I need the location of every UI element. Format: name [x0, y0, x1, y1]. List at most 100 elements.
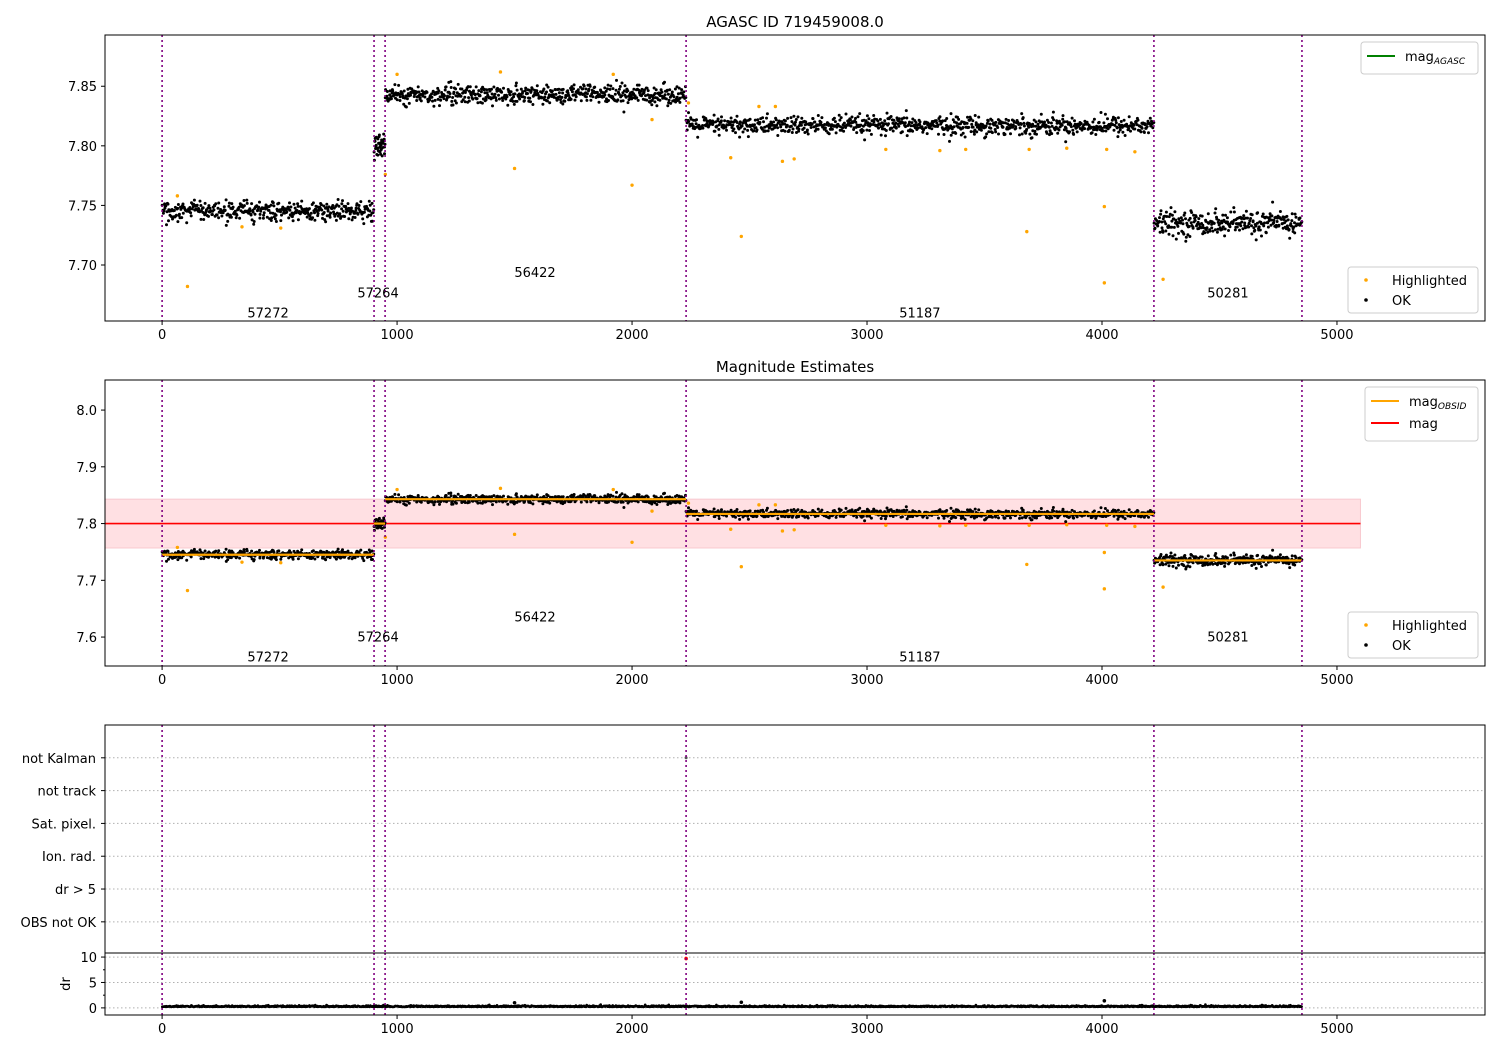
ok-point	[894, 121, 898, 125]
ok-point	[451, 103, 455, 107]
ok-point	[174, 213, 178, 217]
ok-point	[582, 84, 586, 88]
ok-point	[1281, 215, 1285, 219]
ok-point	[1200, 214, 1204, 218]
ok-point	[990, 131, 994, 135]
ok-point	[1181, 218, 1184, 222]
ok-point	[451, 502, 455, 506]
ok-point	[406, 92, 410, 96]
ok-point	[720, 508, 723, 512]
ok-point	[951, 515, 955, 519]
ok-point	[492, 85, 496, 89]
ok-point	[588, 84, 592, 88]
ok-point	[189, 211, 193, 215]
ok-point	[484, 98, 488, 102]
ok-point	[790, 120, 794, 124]
ok-point	[997, 516, 1000, 520]
highlighted-point	[1102, 550, 1107, 555]
ok-point	[374, 143, 378, 147]
ok-point	[370, 201, 374, 205]
ok-point	[897, 124, 901, 128]
ok-point	[643, 88, 646, 92]
ok-point	[973, 128, 977, 132]
ok-point	[1045, 118, 1049, 122]
ok-point	[1188, 565, 1192, 569]
ok-point	[1127, 508, 1131, 512]
ok-point	[467, 99, 471, 103]
y-tick-label: 8.0	[76, 404, 97, 419]
ok-point	[341, 199, 344, 203]
ok-point	[300, 199, 304, 203]
ok-point	[1112, 514, 1116, 518]
ok-point	[934, 119, 938, 123]
ok-point	[944, 126, 948, 130]
ok-point	[400, 92, 404, 96]
ok-point	[198, 199, 202, 203]
ok-point	[1025, 128, 1029, 131]
highlighted-point	[240, 560, 244, 564]
ok-point	[890, 126, 894, 130]
ok-point	[682, 90, 686, 94]
ok-point	[620, 94, 624, 98]
ok-point	[734, 515, 737, 519]
legend-marker	[1364, 298, 1368, 302]
ok-point	[327, 205, 331, 209]
ok-point	[349, 206, 353, 210]
ok-point	[203, 201, 207, 205]
x-tick-label: 0	[158, 673, 166, 688]
ok-point	[279, 210, 282, 214]
ok-point	[985, 132, 989, 136]
ok-point	[522, 99, 526, 103]
ok-point	[290, 215, 294, 219]
ok-point	[1164, 562, 1168, 566]
ok-point	[346, 202, 350, 206]
ok-point	[667, 98, 671, 102]
ok-point	[786, 509, 790, 512]
ok-point	[1083, 127, 1087, 131]
ok-point	[810, 122, 814, 126]
ok-point	[1250, 564, 1254, 567]
ok-point	[405, 97, 409, 101]
ok-point	[250, 549, 254, 553]
ok-point	[904, 505, 908, 509]
ok-point	[711, 121, 715, 125]
ok-point	[951, 131, 955, 135]
ok-point	[1293, 221, 1296, 225]
ok-point	[380, 154, 384, 158]
y-tick-label: 7.7	[76, 574, 97, 589]
ok-point	[1011, 123, 1015, 127]
ok-point	[557, 91, 561, 95]
ok-point	[735, 114, 739, 118]
highlighted-point	[964, 147, 968, 152]
ok-point	[238, 216, 242, 220]
ok-point	[334, 557, 338, 561]
ok-point	[1115, 126, 1119, 130]
ok-point	[989, 126, 993, 130]
ok-point	[217, 201, 221, 205]
ok-point	[509, 90, 513, 94]
ok-point	[274, 213, 278, 217]
ok-point	[678, 96, 682, 100]
ok-point	[1021, 116, 1025, 120]
ok-point	[979, 128, 983, 132]
ok-point	[621, 500, 625, 504]
highlighted-point	[240, 225, 244, 229]
ok-point	[986, 119, 990, 123]
ok-point	[834, 515, 838, 519]
y-tick-label: 7.75	[68, 199, 97, 214]
ok-point	[385, 94, 389, 98]
ok-point	[1256, 553, 1260, 557]
ok-point	[1292, 225, 1296, 229]
ok-point	[508, 93, 512, 97]
legend-marker	[1364, 623, 1368, 627]
ok-point	[490, 495, 493, 499]
ok-point	[1129, 129, 1132, 133]
ok-point	[1047, 121, 1051, 124]
ok-point	[1188, 235, 1192, 238]
ok-point	[502, 86, 505, 90]
ok-point	[257, 551, 261, 555]
ok-point	[1169, 551, 1173, 555]
ok-point	[668, 495, 672, 499]
ok-point	[1167, 564, 1171, 568]
ok-point	[1256, 211, 1260, 215]
